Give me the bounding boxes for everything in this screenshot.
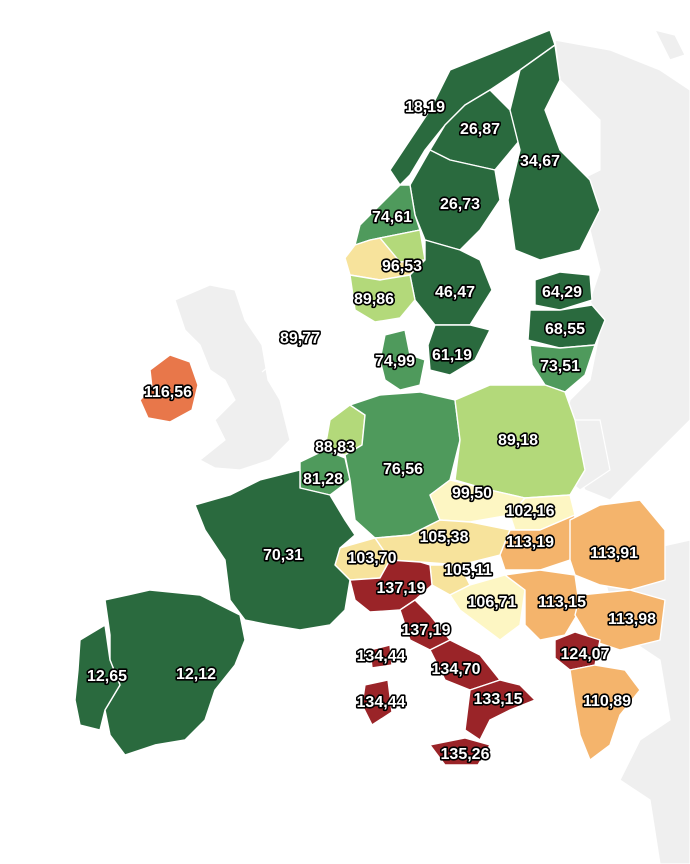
label-norway-north: 18,19 <box>405 99 445 116</box>
label-portugal: 12,65 <box>87 668 127 685</box>
label-switzerland: 103,70 <box>348 550 397 567</box>
label-sardinia-north: 134,44 <box>357 648 406 665</box>
label-sweden-north: 26,87 <box>460 121 500 138</box>
label-ireland: 116,56 <box>144 384 192 401</box>
label-spain: 12,12 <box>176 666 216 683</box>
label-bulgaria: 113,98 <box>608 611 656 628</box>
label-serbia: 113,15 <box>538 594 586 611</box>
label-austria: 105,38 <box>420 529 469 546</box>
france-region <box>194 469 356 631</box>
label-hungary: 113,19 <box>506 534 554 551</box>
label-italy-central: 137,19 <box>402 622 451 639</box>
sardinia-region <box>361 679 393 726</box>
serbia-region <box>504 569 581 641</box>
finland-north-region <box>507 44 601 261</box>
label-greece: 110,89 <box>583 693 631 710</box>
label-uk-callout: 89,77 <box>280 330 320 347</box>
label-netherlands: 88,83 <box>315 439 355 456</box>
label-croatia: 106,71 <box>468 594 517 611</box>
norway-south-region <box>349 274 416 323</box>
label-norway-mid: 74,61 <box>372 209 412 226</box>
sweden-south-region <box>427 324 491 376</box>
label-slovakia: 102,16 <box>506 503 555 520</box>
sicily-region <box>429 737 491 766</box>
sardinia-north-region <box>369 644 393 669</box>
bulgaria-region <box>574 589 666 651</box>
poland-region <box>454 384 586 499</box>
denmark-region <box>379 329 426 391</box>
label-sweden-south: 61,19 <box>432 347 472 364</box>
label-sardinia: 134,44 <box>357 694 406 711</box>
uk-callout-line <box>261 299 351 373</box>
label-sweden-south-mid: 46,47 <box>435 284 475 301</box>
label-czechia: 99,50 <box>452 485 492 502</box>
greece-region <box>569 664 641 761</box>
label-norway-south: 89,86 <box>354 291 394 308</box>
label-italy-south: 134,70 <box>432 661 481 678</box>
label-germany: 76,56 <box>383 461 423 478</box>
label-sicily: 135,26 <box>441 746 490 763</box>
label-poland: 89,18 <box>498 432 538 449</box>
label-north-macedonia: 124,07 <box>561 646 610 663</box>
lithuania-region <box>529 344 596 393</box>
croatia-region <box>449 574 526 641</box>
label-france: 70,31 <box>263 547 303 564</box>
latvia-region <box>527 304 606 349</box>
italy-calabria-region <box>464 679 536 741</box>
label-lithuania: 73,51 <box>540 358 580 375</box>
label-finland-north: 34,67 <box>520 153 560 170</box>
label-norway-west: 96,53 <box>382 258 422 275</box>
italy-north-region <box>349 559 433 613</box>
romania-region <box>569 499 666 591</box>
label-estonia: 64,29 <box>542 284 582 301</box>
label-sweden-mid: 26,73 <box>440 196 480 213</box>
label-romania: 113,91 <box>590 545 638 562</box>
portugal-region <box>74 624 121 731</box>
label-latvia: 68,55 <box>545 321 585 338</box>
label-denmark: 74,99 <box>375 353 415 370</box>
ireland-region <box>139 354 199 423</box>
estonia-region <box>534 271 593 311</box>
label-belgium: 81,28 <box>303 471 343 488</box>
label-slovenia: 105,11 <box>444 562 492 579</box>
label-italy-north: 137,19 <box>377 580 426 597</box>
label-italy-calabria: 133,15 <box>474 691 523 708</box>
